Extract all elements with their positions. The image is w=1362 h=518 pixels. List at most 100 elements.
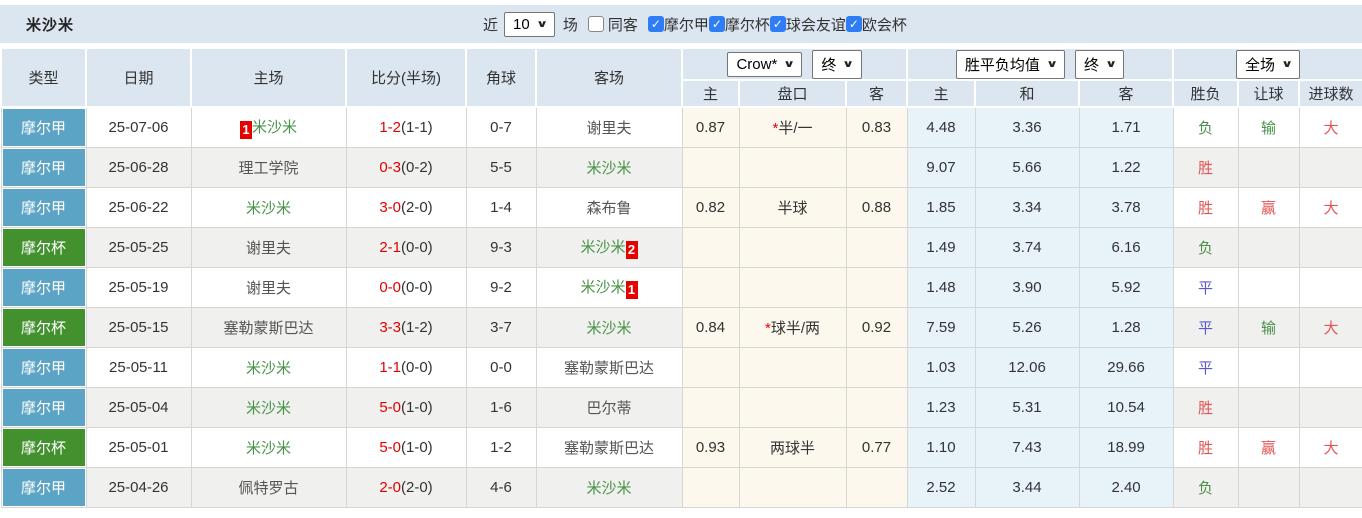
col-header-handicap: 盘口 [738,79,847,108]
avg-away-odds-cell: 6.16 [1078,226,1174,268]
halftime-score: (1-0) [401,398,433,416]
score-cell: 5-0(1-0) [345,426,467,468]
score-cell: 0-3(0-2) [345,146,467,188]
competition-label-3: 欧会杯 [861,16,907,34]
result-goals-cell: 大 [1298,106,1362,148]
scope-select[interactable]: 全场 ∨ [1235,49,1301,79]
away-team-name: 塞勒蒙斯巴达 [563,359,654,377]
result-goals-cell [1298,386,1362,428]
team-title: 米沙米 [26,16,75,34]
competition-checkbox-0[interactable] [647,16,664,32]
league-badge: 摩尔杯 [2,228,85,266]
home-team-name: 米沙米 [245,399,291,417]
result-wl-cell: 负 [1172,106,1239,148]
chevron-down-icon: ∨ [1105,58,1118,70]
handicap-line: 球半/两 [770,319,820,337]
competition-checkbox-3[interactable] [845,16,862,32]
result-goals-cell [1298,226,1362,268]
league-cell: 摩尔甲 [0,146,87,188]
match-row: 摩尔甲 25-04-26 佩特罗古 2-0(2-0) 4-6 米沙米 2.52 … [0,466,1362,508]
chevron-down-icon: ∨ [783,58,796,70]
fulltime-score: 3-0 [379,198,401,216]
corner-cell: 0-7 [465,106,537,148]
recent-count-select[interactable]: 10 ∨ [504,11,555,37]
handicap-odds-home-cell [681,226,740,268]
handicap-odds-home-cell [681,146,740,188]
handicap-odds-home-cell [681,386,740,428]
halftime-score: (0-0) [401,278,433,296]
competition-checkbox-1[interactable] [708,16,725,32]
league-badge: 摩尔甲 [2,268,85,306]
handicap-odds-away-cell: 0.92 [845,306,908,348]
home-team-name: 谢里夫 [245,279,291,297]
handicap-odds-home-cell [681,266,740,308]
avg-time-select[interactable]: 终 ∨ [1075,49,1125,79]
handicap-line-cell: *球半/两 [738,306,847,348]
table-header: 类型 日期 主场 比分(半场) 角球 客场 Crow* ∨ 终 ∨ 胜平负均值 ∨ 终… [0,47,1362,108]
avg-draw-odds-cell: 5.31 [974,386,1080,428]
same-away-checkbox[interactable] [587,16,604,32]
date-cell: 25-07-06 [85,106,192,148]
match-row: 摩尔杯 25-05-15 塞勒蒙斯巴达 3-3(1-2) 3-7 米沙米 0.8… [0,306,1362,348]
competition-label-2: 球会友谊 [785,16,846,34]
fulltime-score: 2-1 [379,238,401,256]
bookmaker-select[interactable]: Crow* ∨ [727,51,803,77]
result-handicap-cell [1237,266,1300,308]
col-header-result-goals: 进球数 [1298,79,1362,108]
handicap-odds-home-cell [681,346,740,388]
avg-draw-odds-cell: 3.36 [974,106,1080,148]
result-handicap-cell [1237,346,1300,388]
away-team-name: 米沙米 [580,238,626,256]
bookmaker-time-select[interactable]: 终 ∨ [812,49,862,79]
score-cell: 5-0(1-0) [345,386,467,428]
recent-count-value: 10 [513,15,530,33]
result-wl-cell: 平 [1172,306,1239,348]
halftime-score: (0-0) [401,358,433,376]
result-goals-cell [1298,346,1362,388]
date-cell: 25-04-26 [85,466,192,508]
result-handicap-cell [1237,386,1300,428]
league-badge: 摩尔甲 [2,109,85,146]
match-rows: 摩尔甲 25-07-06 1 米沙米 1-2(1-1) 0-7 谢里夫 0.87 … [0,106,1362,508]
away-team-name: 巴尔蒂 [586,399,632,417]
corner-cell: 5-5 [465,146,537,188]
league-cell: 摩尔甲 [0,386,87,428]
handicap-odds-away-cell: 0.88 [845,186,908,228]
avg-draw-odds-cell: 7.43 [974,426,1080,468]
away-team-name: 塞勒蒙斯巴达 [563,439,654,457]
col-header-odds-home: 主 [681,79,740,108]
corner-cell: 1-6 [465,386,537,428]
date-cell: 25-06-22 [85,186,192,228]
handicap-odds-away-cell [845,346,908,388]
avg-home-odds-cell: 1.48 [906,266,976,308]
home-team-name: 米沙米 [245,439,291,457]
avg-draw-odds-cell: 3.90 [974,266,1080,308]
avg-away-odds-cell: 18.99 [1078,426,1174,468]
result-goals-cell [1298,146,1362,188]
handicap-line-cell [738,466,847,508]
handicap-odds-group-header: Crow* ∨ 终 ∨ [680,47,909,81]
result-goals-cell [1298,466,1362,508]
corner-cell: 3-7 [465,306,537,348]
fulltime-score: 3-3 [379,318,401,336]
home-team-name: 米沙米 [251,118,297,136]
scope-select-value: 全场 [1244,56,1275,74]
avg-odds-select[interactable]: 胜平负均值 ∨ [955,49,1066,79]
home-team-cell: 理工学院 [190,146,347,188]
fulltime-score: 2-0 [379,478,401,496]
rank-badge: 2 [625,240,638,259]
home-team-name: 米沙米 [245,199,291,217]
competition-checkbox-2[interactable] [769,16,786,32]
handicap-odds-away-cell [845,266,908,308]
league-cell: 摩尔甲 [0,186,87,228]
handicap-odds-home-cell: 0.82 [681,186,740,228]
handicap-star: * [764,319,771,337]
halftime-score: (0-0) [401,238,433,256]
home-team-cell: 米沙米 [190,186,347,228]
halftime-score: (1-0) [401,438,433,456]
result-wl-cell: 胜 [1172,146,1239,188]
league-cell: 摩尔杯 [0,426,87,468]
halftime-score: (2-0) [401,198,433,216]
away-team-name: 谢里夫 [586,119,632,137]
avg-home-odds-cell: 9.07 [906,146,976,188]
